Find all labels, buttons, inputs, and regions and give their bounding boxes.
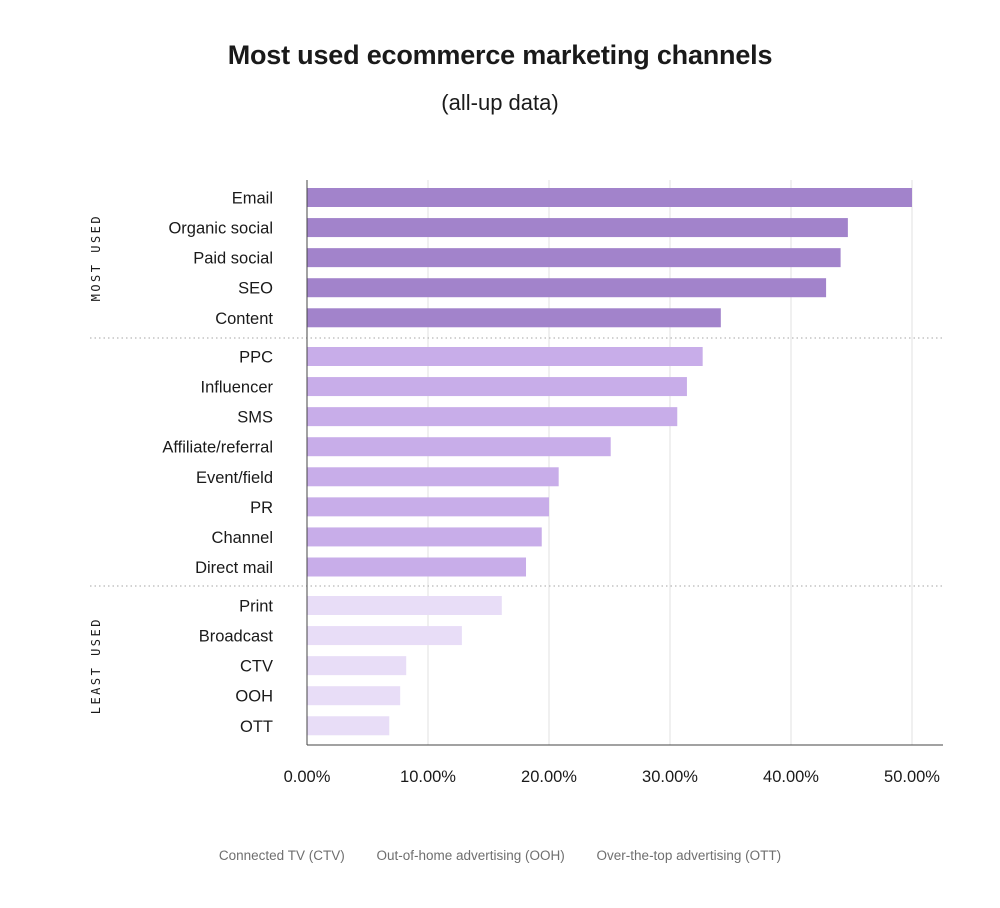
chart-title: Most used ecommerce marketing channels: [227, 40, 773, 70]
bar: [307, 557, 527, 577]
x-tick-label: 30.00%: [642, 768, 698, 786]
bar: [307, 377, 687, 397]
category-label: PR: [250, 499, 273, 517]
bar: [307, 527, 542, 547]
category-label: Email: [232, 190, 273, 208]
bar: [307, 278, 827, 298]
category-label: PPC: [239, 349, 273, 367]
x-tick-label: 20.00%: [521, 768, 577, 786]
category-label: Organic social: [168, 220, 273, 238]
chart-subtitle: (all-up data): [441, 90, 559, 115]
category-label: Paid social: [193, 250, 273, 268]
group-label: MOST USED: [89, 214, 103, 302]
bar: [307, 407, 678, 427]
bar: [307, 596, 502, 615]
category-label: Content: [215, 310, 273, 328]
x-tick-label: 0.00%: [284, 768, 331, 786]
bar: [307, 308, 721, 328]
x-tick-label: 50.00%: [884, 768, 940, 786]
category-label: Broadcast: [199, 628, 274, 646]
category-label: Event/field: [196, 469, 273, 487]
category-label: Affiliate/referral: [162, 439, 273, 457]
category-label: Influencer: [201, 379, 274, 397]
category-label: SEO: [238, 280, 273, 298]
bar: [307, 437, 611, 457]
bar: [307, 716, 390, 736]
category-label: Direct mail: [195, 559, 273, 577]
footnote-ott: Over-the-top advertising (OTT): [596, 848, 782, 863]
bar: [307, 656, 407, 676]
bar: [307, 347, 703, 366]
bar: [307, 188, 912, 207]
bar: [307, 248, 841, 268]
category-label: Print: [239, 598, 273, 616]
x-tick-label: 10.00%: [400, 768, 456, 786]
category-label: CTV: [240, 658, 273, 676]
bar: [307, 467, 559, 487]
category-label: SMS: [237, 409, 273, 427]
footnote-ooh: Out-of-home advertising (OOH): [376, 848, 565, 863]
footnote-ctv: Connected TV (CTV): [218, 848, 345, 863]
category-label: OOH: [235, 688, 273, 706]
bar-chart: Email Organic social Paid social SEO Content…: [89, 180, 943, 786]
x-tick-label: 40.00%: [763, 768, 819, 786]
category-label: Channel: [212, 529, 273, 547]
category-label: OTT: [240, 718, 273, 736]
bar: [307, 497, 549, 517]
bar: [307, 626, 462, 646]
bar: [307, 218, 848, 238]
bar: [307, 686, 401, 706]
footnotes: Connected TV (CTV) Out-of-home advertisi…: [0, 848, 1000, 863]
group-label: LEAST USED: [89, 617, 103, 714]
